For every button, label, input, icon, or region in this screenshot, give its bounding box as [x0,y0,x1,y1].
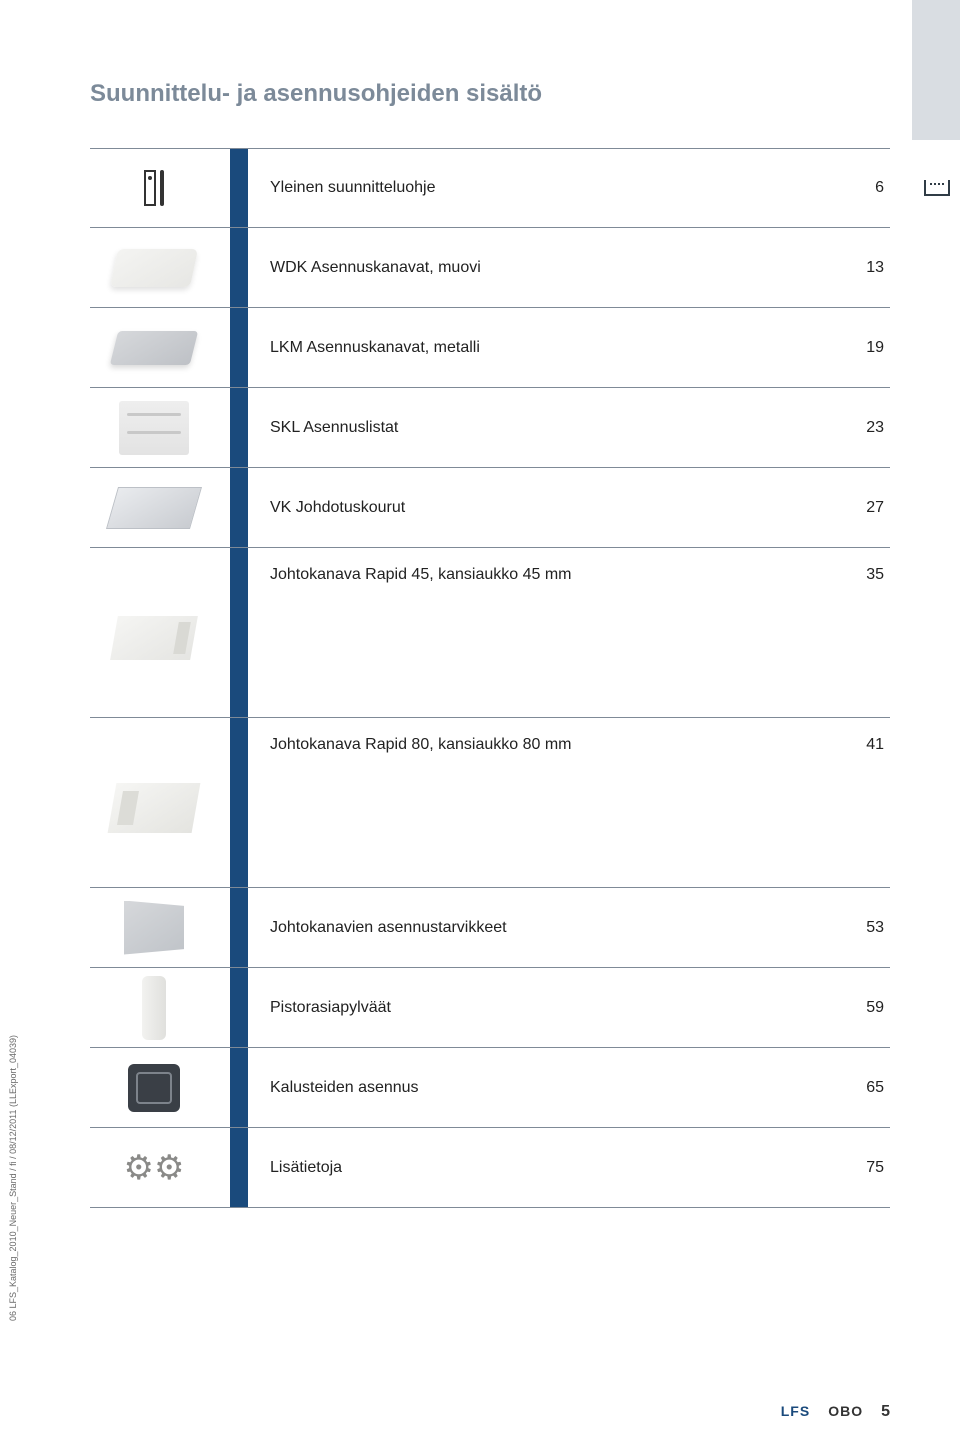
footer-page-number: 5 [881,1403,890,1421]
toc-row: Johtokanava Rapid 80, kansiaukko 80 mm 4… [90,718,890,888]
toc-row: ⚙⚙ Lisätietoja 75 [90,1128,890,1208]
section-bar [230,968,248,1047]
footer-series: LFS [781,1403,810,1419]
ruler-screwdriver-icon [144,170,164,206]
product-thumb-icon [106,487,202,529]
toc-row: Johtokanavien asennustarvikkeet 53 [90,888,890,968]
toc-row: LKM Asennuskanavat, metalli 19 [90,308,890,388]
product-thumb-icon [108,783,201,833]
row-page: 65 [840,1079,890,1097]
catalog-toc-page: Suunnittelu- ja asennusohjeiden sisältö … [0,0,960,1451]
toc-row: Pistorasiapylväät 59 [90,968,890,1048]
row-page: 27 [840,499,890,517]
toc-row: SKL Asennuslistat 23 [90,388,890,468]
ruler-icon [924,180,952,204]
section-bar [230,888,248,967]
section-bar [230,228,248,307]
row-page: 41 [840,718,890,754]
row-thumb [90,388,230,467]
row-thumb [90,548,230,717]
product-thumb-icon [110,616,198,660]
row-label: SKL Asennuslistat [248,419,840,437]
row-thumb [90,888,230,967]
row-label: Johtokanavien asennustarvikkeet [248,919,840,937]
product-thumb-icon [110,249,198,287]
product-thumb-icon [124,901,184,955]
product-thumb-icon [110,331,198,365]
section-bar [230,468,248,547]
row-label: WDK Asennuskanavat, muovi [248,259,840,277]
row-label: Johtokanava Rapid 80, kansiaukko 80 mm [248,718,840,754]
section-bar [230,1128,248,1207]
side-document-code: 06 LFS_Katalog_2010_Neuer_Stand / fi / 0… [8,1035,18,1321]
section-bar [230,1048,248,1127]
section-bar [230,308,248,387]
row-label: Lisätietoja [248,1159,840,1177]
section-tab-marker [912,0,960,140]
page-footer: LFS OBO 5 [781,1403,890,1421]
product-thumb-icon [142,976,166,1040]
gear-icon: ⚙⚙ [124,1148,185,1188]
toc-row: VK Johdotuskourut 27 [90,468,890,548]
row-page: 19 [840,339,890,357]
toc-row: Kalusteiden asennus 65 [90,1048,890,1128]
section-bar [230,388,248,467]
row-page: 59 [840,999,890,1017]
row-page: 13 [840,259,890,277]
section-bar [230,718,248,887]
page-title: Suunnittelu- ja asennusohjeiden sisältö [90,80,890,108]
row-page: 75 [840,1159,890,1177]
row-label: Yleinen suunnitteluohje [248,179,840,197]
toc-row: Yleinen suunnitteluohje 6 [90,148,890,228]
row-thumb [90,149,230,227]
section-bar [230,149,248,227]
row-label: Kalusteiden asennus [248,1079,840,1097]
row-label: Johtokanava Rapid 45, kansiaukko 45 mm [248,548,840,584]
row-page: 53 [840,919,890,937]
row-thumb [90,228,230,307]
row-page: 6 [840,179,890,197]
footer-brand: OBO [828,1403,863,1419]
row-page: 35 [840,548,890,584]
row-label: Pistorasiapylväät [248,999,840,1017]
toc-row: WDK Asennuskanavat, muovi 13 [90,228,890,308]
row-label: LKM Asennuskanavat, metalli [248,339,840,357]
row-thumb [90,1048,230,1127]
section-bar [230,548,248,717]
row-label: VK Johdotuskourut [248,499,840,517]
row-thumb: ⚙⚙ [90,1128,230,1207]
row-page: 23 [840,419,890,437]
toc-row: Johtokanava Rapid 45, kansiaukko 45 mm 3… [90,548,890,718]
row-thumb [90,468,230,547]
row-thumb [90,718,230,887]
toc-table: Yleinen suunnitteluohje 6 WDK Asennuskan… [90,148,890,1208]
row-thumb [90,968,230,1047]
product-thumb-icon [128,1064,180,1112]
product-thumb-icon [119,401,189,455]
row-thumb [90,308,230,387]
